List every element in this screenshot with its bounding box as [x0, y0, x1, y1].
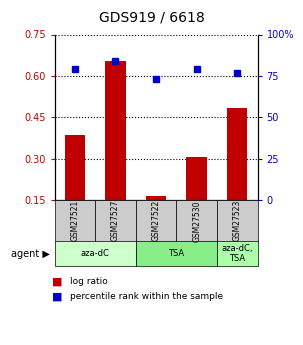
Bar: [105, 61, 125, 200]
Text: GSM27530: GSM27530: [192, 200, 201, 242]
Text: ■: ■: [52, 292, 62, 302]
Bar: [227, 108, 247, 200]
Text: aza-dC: aza-dC: [81, 249, 110, 258]
Text: GDS919 / 6618: GDS919 / 6618: [98, 10, 205, 24]
Bar: [65, 135, 85, 200]
Text: TSA: TSA: [168, 249, 185, 258]
Text: GSM27523: GSM27523: [233, 200, 242, 242]
Bar: [146, 196, 166, 200]
Text: GSM27527: GSM27527: [111, 200, 120, 242]
Text: log ratio: log ratio: [70, 277, 108, 286]
Bar: [186, 157, 207, 200]
Text: agent ▶: agent ▶: [11, 249, 50, 258]
Text: ■: ■: [52, 276, 62, 286]
Text: aza-dC,
TSA: aza-dC, TSA: [221, 244, 253, 263]
Text: GSM27521: GSM27521: [70, 200, 79, 242]
Text: percentile rank within the sample: percentile rank within the sample: [70, 292, 223, 301]
Text: GSM27522: GSM27522: [152, 200, 161, 242]
